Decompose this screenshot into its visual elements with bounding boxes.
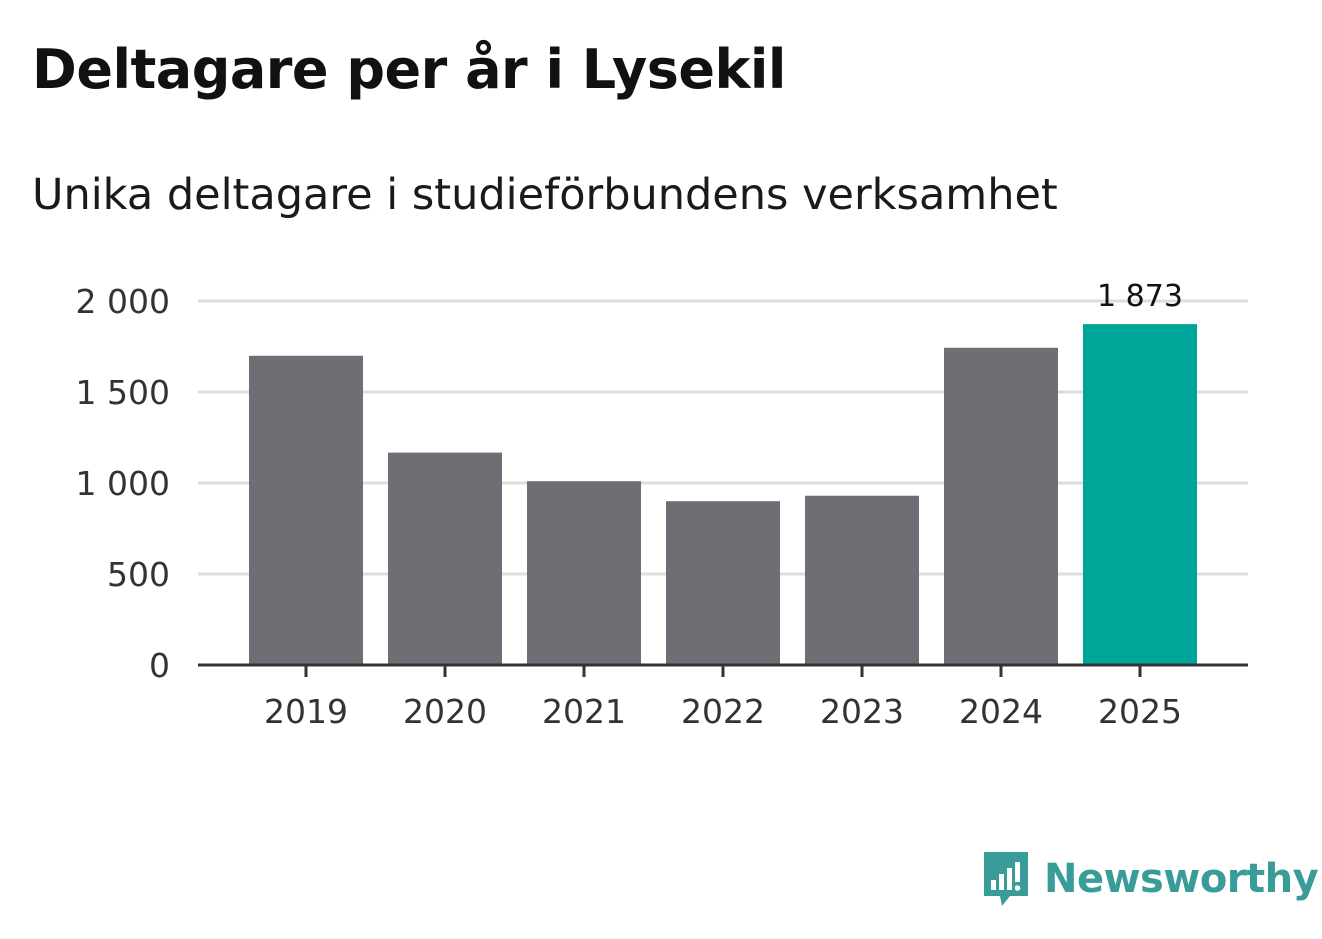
x-tick-label: 2023 xyxy=(820,692,904,731)
x-tick-label: 2022 xyxy=(681,692,765,731)
bar-2025 xyxy=(1083,324,1197,665)
x-tick-label: 2019 xyxy=(264,692,348,731)
x-tick-label: 2025 xyxy=(1098,692,1182,731)
newsworthy-logo: Newsworthy xyxy=(980,848,1319,910)
data-label: 1 873 xyxy=(1097,279,1183,314)
y-tick-label: 2 000 xyxy=(76,282,170,321)
bar-2024 xyxy=(944,347,1058,665)
newsworthy-chart-bubble-icon xyxy=(984,852,1028,906)
bars xyxy=(249,324,1197,665)
axes xyxy=(198,663,1248,677)
bar-2020 xyxy=(388,452,502,665)
chart-title: Deltagare per år i Lysekil xyxy=(32,38,786,101)
bar-2021 xyxy=(527,481,641,665)
y-tick-label: 0 xyxy=(149,646,170,685)
y-tick-label: 500 xyxy=(107,555,170,594)
x-tick-label: 2020 xyxy=(403,692,487,731)
x-tick-label: 2021 xyxy=(542,692,626,731)
x-tick-label: 2024 xyxy=(959,692,1043,731)
labels: 0 500 1 000 1 500 2 000 2019 2020 2021 2022 2023 2… xyxy=(76,279,1183,731)
y-tick-label: 1 500 xyxy=(76,373,170,412)
logo-text: Newsworthy xyxy=(1044,856,1319,902)
bar-2023 xyxy=(805,495,919,665)
bar-2022 xyxy=(666,501,780,665)
y-tick-label: 1 000 xyxy=(76,464,170,503)
chart-subtitle: Unika deltagare i studieförbundens verks… xyxy=(32,170,1058,220)
bar-2019 xyxy=(249,355,363,665)
